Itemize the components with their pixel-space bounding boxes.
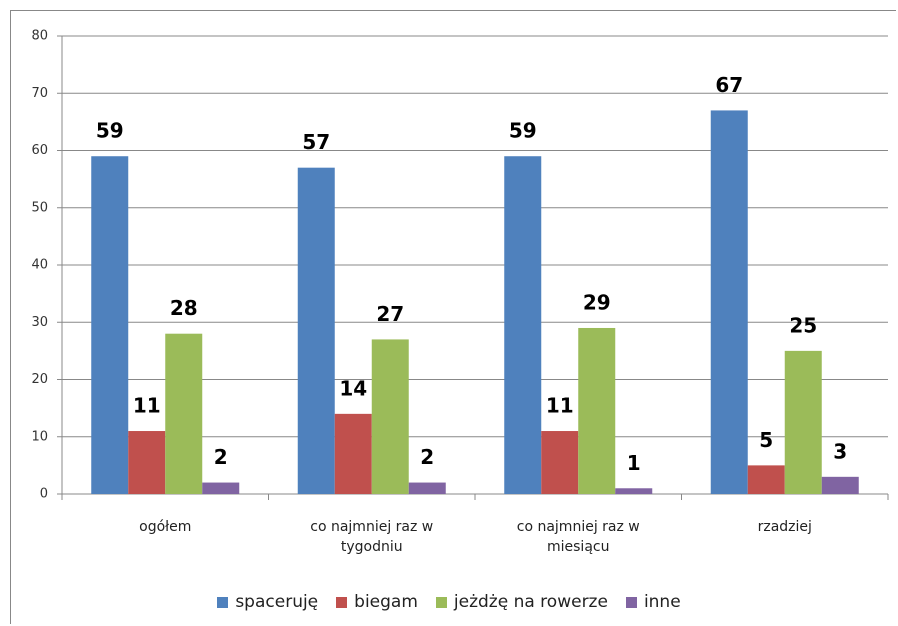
legend-item: spaceruję	[217, 592, 318, 612]
y-tick-label: 60	[31, 143, 48, 158]
bar	[202, 482, 240, 494]
bar	[504, 156, 542, 494]
data-label: 11	[133, 394, 161, 418]
data-label: 25	[789, 313, 817, 337]
x-tick-label: rzadziej	[757, 519, 812, 535]
data-label: 2	[420, 445, 434, 469]
bar	[784, 350, 822, 494]
data-label: 27	[376, 302, 404, 326]
legend-swatch	[217, 596, 229, 608]
y-tick-label: 80	[31, 29, 48, 44]
y-tick-label: 30	[31, 315, 48, 330]
data-label: 5	[759, 428, 773, 452]
data-label: 59	[509, 119, 537, 143]
data-label: 2	[214, 445, 228, 469]
data-label: 29	[583, 290, 611, 314]
chart-frame	[10, 10, 896, 624]
bar	[541, 431, 579, 494]
y-tick-label: 20	[31, 372, 48, 387]
data-label: 3	[833, 439, 847, 463]
y-tick-label: 40	[31, 258, 48, 273]
legend-swatch	[435, 596, 447, 608]
y-tick-label: 50	[31, 200, 48, 215]
data-label: 57	[302, 130, 330, 154]
bar	[128, 431, 166, 494]
bar	[91, 156, 129, 494]
legend-item: biegam	[336, 592, 418, 612]
bar	[615, 488, 653, 494]
y-tick-label: 0	[40, 487, 48, 502]
y-tick-label: 70	[31, 86, 48, 101]
legend-item: inne	[625, 592, 681, 612]
x-tick-label: ogółem	[139, 519, 192, 535]
bar	[165, 333, 203, 494]
legend: spaceruję biegam jeżdżę na rowerze inne	[0, 592, 898, 612]
data-label: 59	[96, 119, 124, 143]
data-label: 14	[339, 376, 367, 400]
bar	[334, 413, 372, 494]
bar	[297, 167, 335, 495]
data-label: 67	[715, 73, 743, 97]
bar	[747, 465, 785, 494]
legend-swatch	[625, 596, 637, 608]
bar	[578, 327, 616, 494]
data-label: 28	[170, 296, 198, 320]
data-label: 11	[546, 394, 574, 418]
bar	[710, 110, 748, 495]
bar	[408, 482, 446, 494]
legend-item: jeżdżę na rowerze	[435, 592, 608, 612]
legend-label: jeżdżę na rowerze	[453, 592, 608, 612]
legend-swatch	[336, 596, 348, 608]
legend-label: spaceruję	[235, 592, 319, 612]
y-tick-label: 10	[31, 429, 48, 444]
x-tick-label: co najmniej raz w miesiącu	[516, 519, 640, 555]
x-tick-label: co najmniej raz w tygodniu	[310, 519, 434, 555]
legend-label: biegam	[354, 592, 418, 612]
bar	[821, 476, 859, 494]
data-label: 1	[627, 451, 641, 475]
bar	[371, 339, 409, 494]
legend-label: inne	[643, 592, 681, 612]
